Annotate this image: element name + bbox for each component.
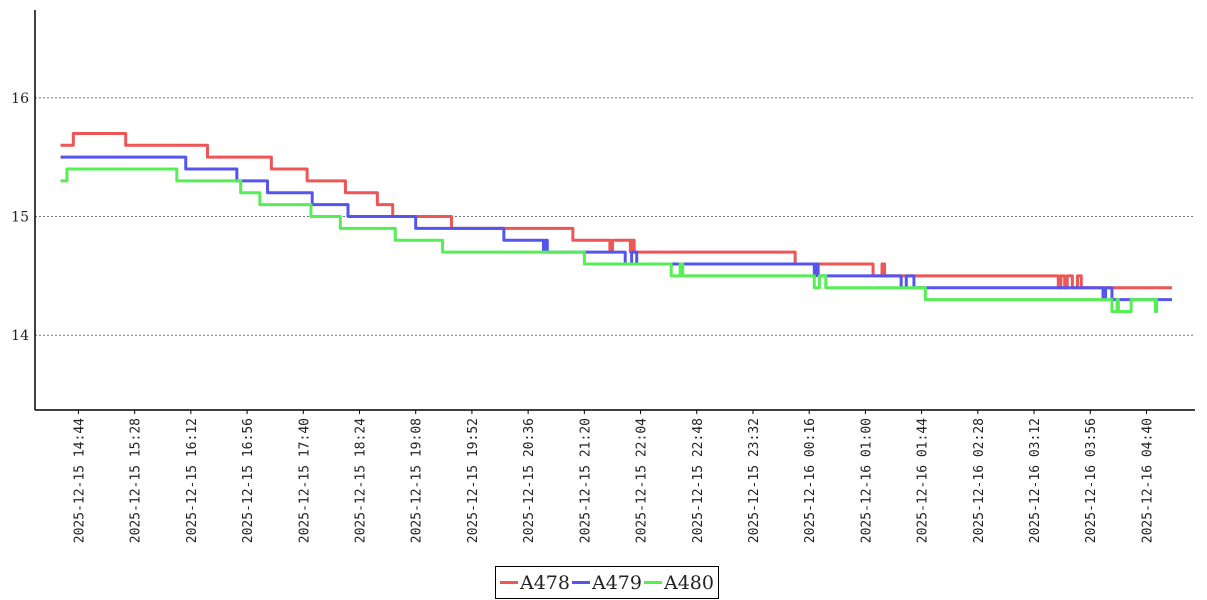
x-tick-label: 2025-12-15 19:52 xyxy=(466,418,481,543)
series-line-a480 xyxy=(60,167,1159,313)
y-tick-label: 16 xyxy=(11,91,29,107)
legend-item-a479: A479 xyxy=(572,572,642,594)
legend-swatch xyxy=(500,581,518,584)
x-tick-label: 2025-12-15 21:20 xyxy=(578,418,593,543)
x-tick-label: 2025-12-16 00:16 xyxy=(803,418,818,543)
x-tick-label: 2025-12-16 04:40 xyxy=(1140,418,1155,543)
x-tick-label: 2025-12-15 15:28 xyxy=(129,418,144,543)
x-tick-label: 2025-12-15 16:12 xyxy=(185,418,200,543)
legend-label: A480 xyxy=(664,571,714,594)
x-tick-label: 2025-12-15 18:24 xyxy=(353,418,368,543)
series-line-a479 xyxy=(60,155,1172,302)
x-tick-label: 2025-12-15 22:48 xyxy=(691,418,706,543)
x-tick-label: 2025-12-16 02:28 xyxy=(972,418,987,543)
x-tick-label: 2025-12-16 01:44 xyxy=(916,418,931,543)
legend-label: A479 xyxy=(592,571,642,594)
x-tick-label: 2025-12-15 22:04 xyxy=(635,418,650,543)
legend-item-a478: A478 xyxy=(500,572,570,594)
x-tick-label: 2025-12-15 16:56 xyxy=(241,418,256,543)
legend: A478 A479 A480 xyxy=(495,566,719,599)
x-tick-label: 2025-12-16 01:00 xyxy=(859,418,874,543)
legend-swatch xyxy=(644,581,662,584)
x-tick-label: 2025-12-15 17:40 xyxy=(297,418,312,543)
legend-swatch xyxy=(572,581,590,584)
legend-item-a480: A480 xyxy=(644,572,714,594)
x-tick-label: 2025-12-15 20:36 xyxy=(522,418,537,543)
x-tick-label: 2025-12-15 14:44 xyxy=(72,418,87,543)
y-tick-label: 14 xyxy=(11,328,29,344)
x-tick-label: 2025-12-15 19:08 xyxy=(410,418,425,543)
x-tick-label: 2025-12-16 03:56 xyxy=(1084,418,1099,543)
x-tick-label: 2025-12-15 23:32 xyxy=(747,418,762,543)
x-tick-label: 2025-12-16 03:12 xyxy=(1028,418,1043,543)
legend-label: A478 xyxy=(520,571,570,594)
y-tick-label: 15 xyxy=(11,210,29,226)
